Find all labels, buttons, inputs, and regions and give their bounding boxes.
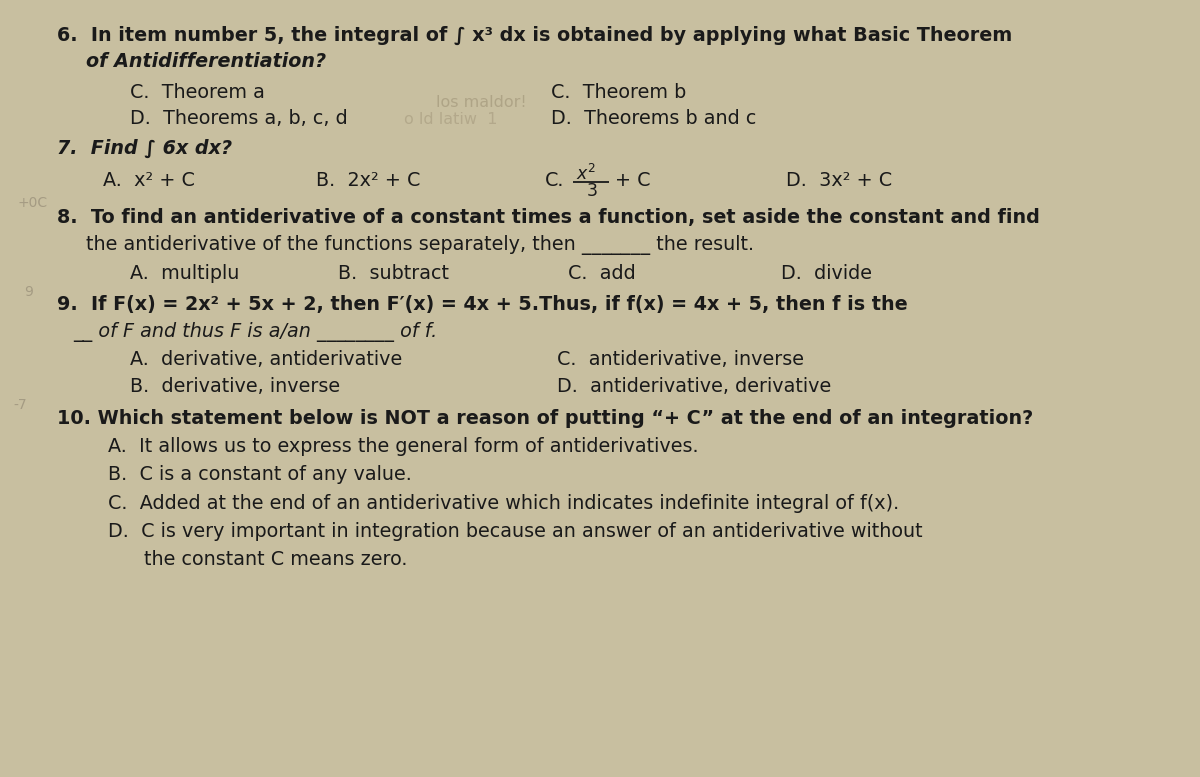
Text: + C: + C: [614, 171, 650, 190]
Text: 7.  Find ∫ 6x dx?: 7. Find ∫ 6x dx?: [56, 138, 232, 158]
Text: of Antidifferentiation?: of Antidifferentiation?: [86, 52, 326, 71]
Text: C.  add: C. add: [568, 264, 636, 283]
Text: B.  C is a constant of any value.: B. C is a constant of any value.: [108, 465, 412, 484]
Text: C.  antiderivative, inverse: C. antiderivative, inverse: [557, 350, 804, 369]
Text: __ of F and thus F is a/an ________ of f.: __ of F and thus F is a/an ________ of f…: [73, 322, 437, 342]
Text: 6.  In item number 5, the integral of ∫ x³ dx is obtained by applying what Basic: 6. In item number 5, the integral of ∫ x…: [56, 26, 1012, 45]
Text: 9.  If F(x) = 2x² + 5x + 2, then F′(x) = 4x + 5.Thus, if f(x) = 4x + 5, then f i: 9. If F(x) = 2x² + 5x + 2, then F′(x) = …: [56, 294, 907, 314]
Text: +0C: +0C: [17, 197, 48, 211]
Text: A.  It allows us to express the general form of antiderivatives.: A. It allows us to express the general f…: [108, 437, 698, 456]
Text: B.  subtract: B. subtract: [338, 264, 449, 283]
Text: 9: 9: [24, 284, 32, 298]
Text: B.  2x² + C: B. 2x² + C: [316, 171, 420, 190]
Text: 3: 3: [587, 183, 598, 200]
Text: D.  C is very important in integration because an answer of an antiderivative wi: D. C is very important in integration be…: [108, 522, 923, 542]
Text: D.  Theorems b and c: D. Theorems b and c: [551, 110, 757, 128]
Text: D.  divide: D. divide: [781, 264, 872, 283]
Text: los maldor!: los maldor!: [437, 95, 527, 110]
Text: D.  Theorems a, b, c, d: D. Theorems a, b, c, d: [130, 110, 348, 128]
Text: the constant C means zero.: the constant C means zero.: [144, 550, 408, 569]
Text: 8.  To find an antiderivative of a constant times a function, set aside the cons: 8. To find an antiderivative of a consta…: [56, 208, 1039, 227]
Text: C.  Theorem a: C. Theorem a: [130, 82, 265, 102]
Text: D.  3x² + C: D. 3x² + C: [786, 171, 893, 190]
Text: o ld latiw  1: o ld latiw 1: [403, 112, 497, 127]
Text: B.  derivative, inverse: B. derivative, inverse: [130, 377, 340, 396]
Text: $x^2$: $x^2$: [576, 164, 596, 184]
Text: D.  antiderivative, derivative: D. antiderivative, derivative: [557, 377, 830, 396]
Text: C.: C.: [545, 171, 564, 190]
Text: -7: -7: [13, 398, 26, 412]
Text: C.  Theorem b: C. Theorem b: [551, 82, 686, 102]
Text: A.  derivative, antiderivative: A. derivative, antiderivative: [130, 350, 402, 369]
Text: C.  Added at the end of an antiderivative which indicates indefinite integral of: C. Added at the end of an antiderivative…: [108, 494, 899, 513]
Text: 10. Which statement below is NOT a reason of putting “+ C” at the end of an inte: 10. Which statement below is NOT a reaso…: [56, 409, 1033, 428]
Text: the antiderivative of the functions separately, then _______ the result.: the antiderivative of the functions sepa…: [86, 235, 755, 255]
Text: A.  x² + C: A. x² + C: [103, 171, 194, 190]
Text: A.  multiplu: A. multiplu: [130, 264, 239, 283]
